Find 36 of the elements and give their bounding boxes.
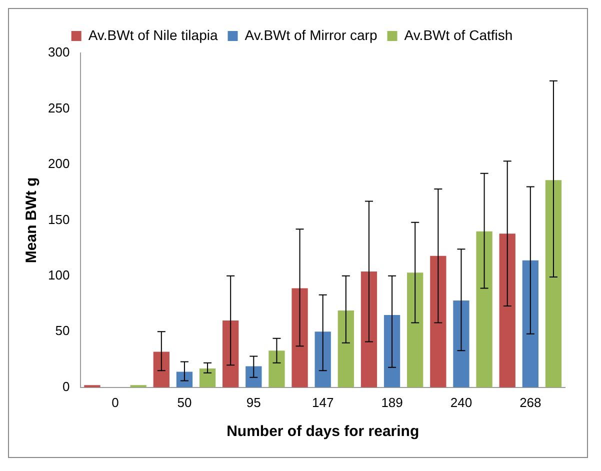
x-tick-label: 268	[520, 394, 542, 410]
x-tick-label: 189	[381, 394, 403, 410]
x-tick-label: 50	[177, 394, 192, 410]
bar	[453, 300, 470, 388]
bar	[338, 310, 354, 388]
y-tick-label: 50	[55, 323, 70, 338]
x-tick-label: 0	[112, 394, 119, 410]
bar	[292, 288, 308, 388]
bar	[222, 320, 239, 388]
y-tick-label: 250	[48, 100, 70, 116]
x-axis-title: Number of days for rearing	[226, 423, 420, 440]
y-axis-title: Mean BWt g	[23, 177, 40, 264]
y-tick-label: 100	[48, 268, 70, 283]
bar	[268, 350, 285, 388]
y-tick-label: 150	[48, 212, 70, 227]
y-tick-label: 300	[48, 44, 70, 60]
bar	[314, 332, 331, 388]
x-tick-label: 147	[312, 394, 334, 410]
y-tick-label: 0	[62, 378, 70, 394]
bar	[476, 231, 492, 388]
x-tick-label: 95	[246, 394, 261, 410]
bar	[246, 366, 262, 388]
y-tick-label: 200	[48, 156, 70, 172]
legend-label: Av.BWt of Catfish	[404, 26, 513, 43]
bar	[522, 260, 538, 388]
bar	[545, 180, 562, 388]
bar	[384, 314, 400, 388]
bar	[430, 256, 446, 388]
bar	[153, 352, 170, 388]
bar	[199, 368, 216, 388]
bar	[407, 272, 424, 388]
legend-label: Av.BWt of Nile tilapia	[88, 26, 218, 43]
bar	[360, 271, 378, 388]
legend-label: Av.BWt of Mirror carp	[244, 26, 378, 43]
bar	[499, 234, 516, 388]
x-tick-label: 240	[450, 394, 472, 410]
